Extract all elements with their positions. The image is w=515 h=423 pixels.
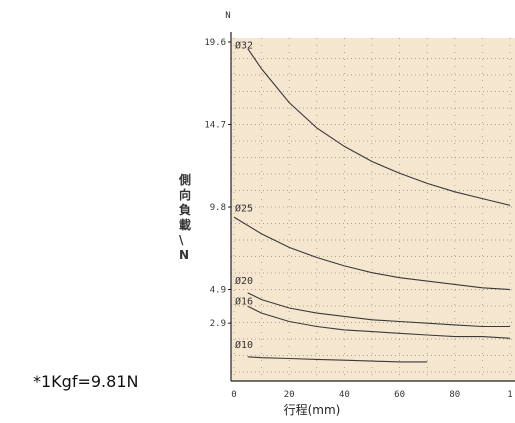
y-tick-label: 4.9	[210, 286, 226, 296]
x-tick-label: 20	[284, 390, 295, 400]
y-tick-label: 14.7	[204, 121, 226, 131]
series-lines	[233, 48, 511, 363]
y-tick-label: 2.9	[210, 319, 226, 329]
x-tick-label: 80	[449, 390, 460, 400]
x-axis-title: 行程(mm)	[284, 402, 341, 417]
series-line	[247, 305, 511, 339]
series-line	[247, 48, 511, 206]
x-tick-label: 1	[507, 390, 512, 400]
series-line	[233, 216, 511, 291]
x-tick-label: 0	[231, 390, 236, 400]
grid-lines	[231, 38, 515, 381]
y-tick-label: 19.6	[204, 38, 226, 48]
plot-background	[231, 38, 515, 381]
series-label: Ø10	[235, 339, 253, 351]
series-line	[247, 292, 510, 328]
x-tick-label: 60	[394, 390, 405, 400]
y-unit-label: N	[225, 11, 230, 21]
series-label: Ø25	[235, 203, 253, 215]
x-tick-labels: 0 20 40 60 80 1	[231, 390, 512, 400]
series-label: Ø20	[235, 275, 253, 287]
y-axis-title: 側向負載\ N	[178, 172, 191, 262]
series-line	[247, 356, 428, 363]
series-labels: Ø32 Ø25 Ø20 Ø16 Ø10	[235, 39, 253, 351]
x-tick-label: 40	[339, 390, 350, 400]
series-label: Ø16	[235, 295, 253, 307]
y-tick-labels: 2.9 4.9 9.8 14.7 19.6	[204, 38, 231, 329]
unit-conversion-note: *1Kgf=9.81N	[33, 372, 139, 391]
y-tick-label: 9.8	[210, 203, 226, 213]
series-label: Ø32	[235, 39, 253, 51]
